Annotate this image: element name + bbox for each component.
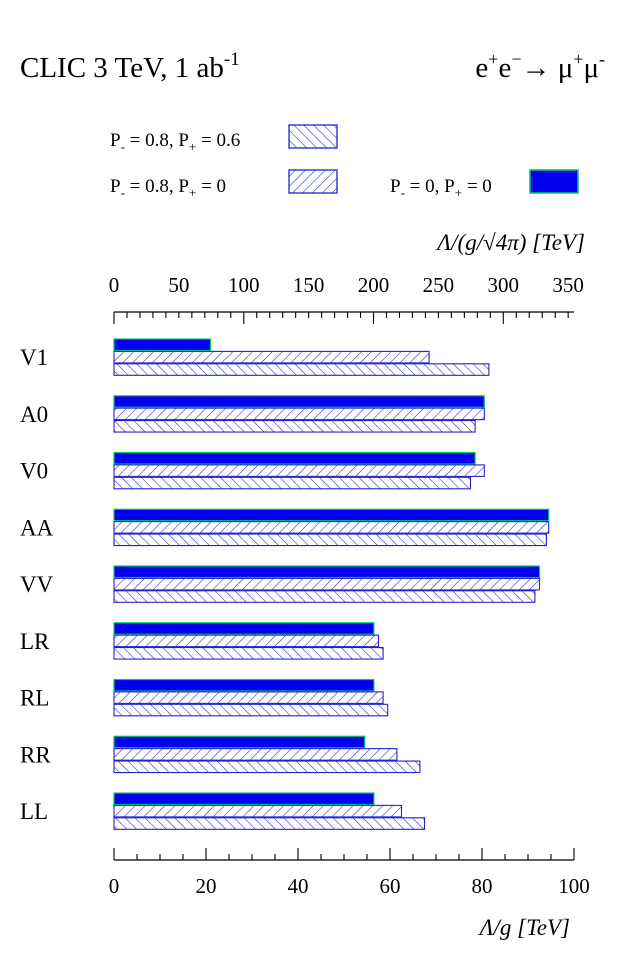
bar-a0-series-2 bbox=[113, 419, 476, 433]
top-axis-tick-label: 300 bbox=[488, 273, 520, 297]
top-axis: 0 50 100 150 200 250 300 350 bbox=[109, 273, 584, 324]
category-label-a0: A0 bbox=[20, 402, 48, 427]
bar-rl-series-0 bbox=[113, 678, 375, 692]
bar-ll-series-0 bbox=[113, 792, 375, 806]
top-axis-tick-label: 0 bbox=[109, 273, 120, 297]
chart-title-text: CLIC 3 TeV, 1 ab bbox=[20, 52, 224, 84]
bar-v0-series-0 bbox=[113, 451, 476, 465]
svg-text:P- = 0.8, P+ = 0: P- = 0.8, P+ = 0 bbox=[110, 176, 226, 200]
bar-lr-series-0 bbox=[113, 622, 375, 635]
chart-title-superscript: -1 bbox=[224, 49, 240, 70]
bar-vv-series-2 bbox=[113, 590, 536, 603]
bar-rr-series-0 bbox=[113, 735, 366, 749]
category-label-lr: LR bbox=[20, 629, 50, 654]
bar-aa-series-2 bbox=[113, 533, 547, 547]
top-axis-tick-label: 100 bbox=[228, 273, 260, 297]
top-axis-tick-label: 50 bbox=[168, 273, 189, 297]
category-label-aa: AA bbox=[20, 515, 54, 540]
svg-text:P- = 0, P+ = 0: P- = 0, P+ = 0 bbox=[390, 176, 492, 200]
category-label-v0: V0 bbox=[20, 459, 48, 484]
bottom-axis-label: Λ/g [TeV] bbox=[478, 915, 570, 940]
category-label-v1: V1 bbox=[20, 345, 48, 370]
bar-ll-series-1 bbox=[113, 804, 403, 818]
bar-lr-series-2 bbox=[113, 646, 384, 660]
bar-aa-series-1 bbox=[113, 521, 550, 534]
category-label-rl: RL bbox=[20, 686, 49, 711]
legend-entry-p08-p06: P- = 0.8, P+ = 0.6 bbox=[110, 124, 338, 154]
category-label-ll: LL bbox=[20, 799, 48, 824]
bar-a0-series-1 bbox=[113, 407, 485, 421]
bottom-axis-tick-label: 0 bbox=[109, 874, 120, 898]
bar-ll-series-2 bbox=[113, 817, 426, 830]
bar-rl-series-1 bbox=[113, 691, 384, 704]
process-label: e+e−→ μ+μ- bbox=[475, 49, 605, 84]
bottom-axis-tick-label: 80 bbox=[472, 874, 493, 898]
top-axis-tick-label: 250 bbox=[423, 273, 455, 297]
category-label-rr: RR bbox=[20, 742, 51, 767]
bar-v1-series-1 bbox=[113, 350, 430, 364]
bar-v0-series-1 bbox=[113, 464, 485, 477]
bar-rr-series-1 bbox=[113, 748, 398, 761]
bar-a0-series-0 bbox=[113, 395, 485, 408]
top-axis-tick-label: 200 bbox=[358, 273, 390, 297]
chart-title: CLIC 3 TeV, 1 ab-1 bbox=[20, 49, 240, 84]
bar-v1-series-2 bbox=[113, 363, 490, 376]
bottom-axis-tick-label: 20 bbox=[196, 874, 217, 898]
bar-lr-series-1 bbox=[113, 634, 380, 648]
svg-text:P- = 0.8, P+ = 0.6: P- = 0.8, P+ = 0.6 bbox=[110, 130, 240, 154]
top-axis-tick-label: 150 bbox=[293, 273, 325, 297]
legend-entry-p0-p0: P- = 0, P+ = 0 bbox=[390, 169, 579, 200]
legend-swatch-p0-p0 bbox=[529, 169, 579, 194]
bottom-axis-tick-label: 100 bbox=[558, 874, 590, 898]
category-labels: V1 A0 V0 AA VV LR RL RR LL bbox=[20, 345, 54, 824]
bar-rl-series-2 bbox=[113, 703, 389, 717]
bars bbox=[113, 338, 550, 830]
top-axis-label: Λ/(g/√4π) [TeV] bbox=[435, 230, 585, 255]
bar-vv-series-0 bbox=[113, 565, 541, 579]
bar-v0-series-2 bbox=[113, 476, 472, 490]
bottom-axis: 0 20 40 60 80 100 bbox=[109, 848, 590, 898]
bar-aa-series-0 bbox=[113, 508, 550, 522]
legend: P- = 0.8, P+ = 0.6 P- = 0.8, P+ = 0 P- =… bbox=[110, 124, 579, 200]
top-axis-tick-label: 350 bbox=[552, 273, 584, 297]
bar-v1-series-0 bbox=[113, 338, 212, 352]
legend-swatch-p08-p06 bbox=[288, 124, 338, 149]
bottom-axis-tick-label: 60 bbox=[380, 874, 401, 898]
legend-swatch-p08-p0 bbox=[288, 169, 338, 194]
bottom-axis-tick-label: 40 bbox=[288, 874, 309, 898]
bar-rr-series-2 bbox=[113, 760, 421, 774]
legend-entry-p08-p0: P- = 0.8, P+ = 0 bbox=[110, 169, 338, 200]
bar-vv-series-1 bbox=[113, 577, 541, 591]
category-label-vv: VV bbox=[20, 572, 54, 597]
